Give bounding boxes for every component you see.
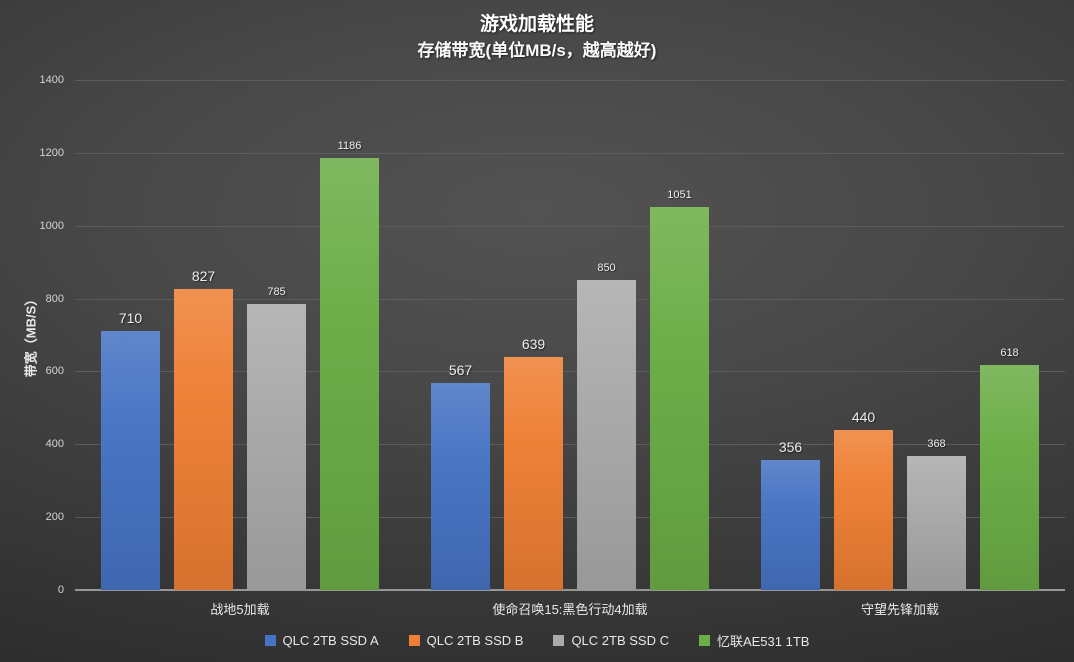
legend-label: 忆联AE531 1TB [716,634,810,649]
bar-value-label: 827 [191,267,216,284]
bar [101,331,160,590]
category-label: 使命召唤15:黑色行动4加载 [492,602,648,617]
bar-value-label: 785 [267,286,286,299]
bar-value-label: 368 [927,437,946,450]
legend-marker [264,635,276,646]
gridline [75,298,1065,300]
y-tick-label: 200 [45,511,64,524]
bar [431,383,490,590]
legend-item: 忆联AE531 1TB [698,631,810,650]
legend-marker [698,635,710,646]
bar-value-label: 618 [1000,346,1019,359]
gridline [75,225,1065,227]
gridline [75,517,1065,519]
bar-value-label: 356 [778,439,803,456]
bar [834,429,893,590]
gridline [75,152,1065,154]
bar-value-label: 1051 [667,189,692,202]
bar-value-label: 567 [448,362,473,379]
bar [577,280,636,590]
bar-value-label: 850 [597,262,616,275]
legend-label: QLC 2TB SSD B [426,633,524,648]
y-tick-label: 800 [45,292,64,305]
bar [247,304,306,590]
category-label: 战地5加载 [210,602,270,617]
y-tick-label: 0 [57,584,64,596]
bar [320,157,379,590]
bar [504,357,563,590]
bar-value-label: 440 [851,408,876,425]
legend-item: QLC 2TB SSD A [264,633,379,648]
bar [980,364,1039,590]
y-tick-label: 1000 [39,219,64,232]
legend-marker [553,635,565,646]
bar-value-label: 639 [521,336,546,353]
bar-value-label: 1186 [337,139,362,152]
gridline [75,371,1065,373]
category-label: 守望先锋加载 [860,602,939,617]
legend: QLC 2TB SSD A QLC 2TB SSD B QLC 2TB SSD C 忆… [0,631,1074,650]
legend-item: QLC 2TB SSD C [553,633,669,648]
bar [761,460,820,590]
y-tick-label: 1400 [39,74,64,86]
legend-label: QLC 2TB SSD C [571,633,669,648]
chart-title: 游戏加载性能 [479,14,594,35]
bar [650,207,709,590]
gridline [75,444,1065,446]
legend-label: QLC 2TB SSD A [282,633,379,648]
bar [174,288,233,590]
legend-marker [408,635,420,646]
bar-value-label: 710 [118,310,143,327]
legend-item: QLC 2TB SSD B [408,633,524,648]
y-tick-label: 400 [45,438,64,451]
y-tick-label: 600 [45,365,64,378]
y-tick-label: 1200 [39,146,64,159]
gridline [75,80,1065,81]
gridline [75,589,1065,591]
bar [907,455,966,590]
chart-subtitle: 存储带宽(单位MB/s，越高越好) [417,41,657,60]
